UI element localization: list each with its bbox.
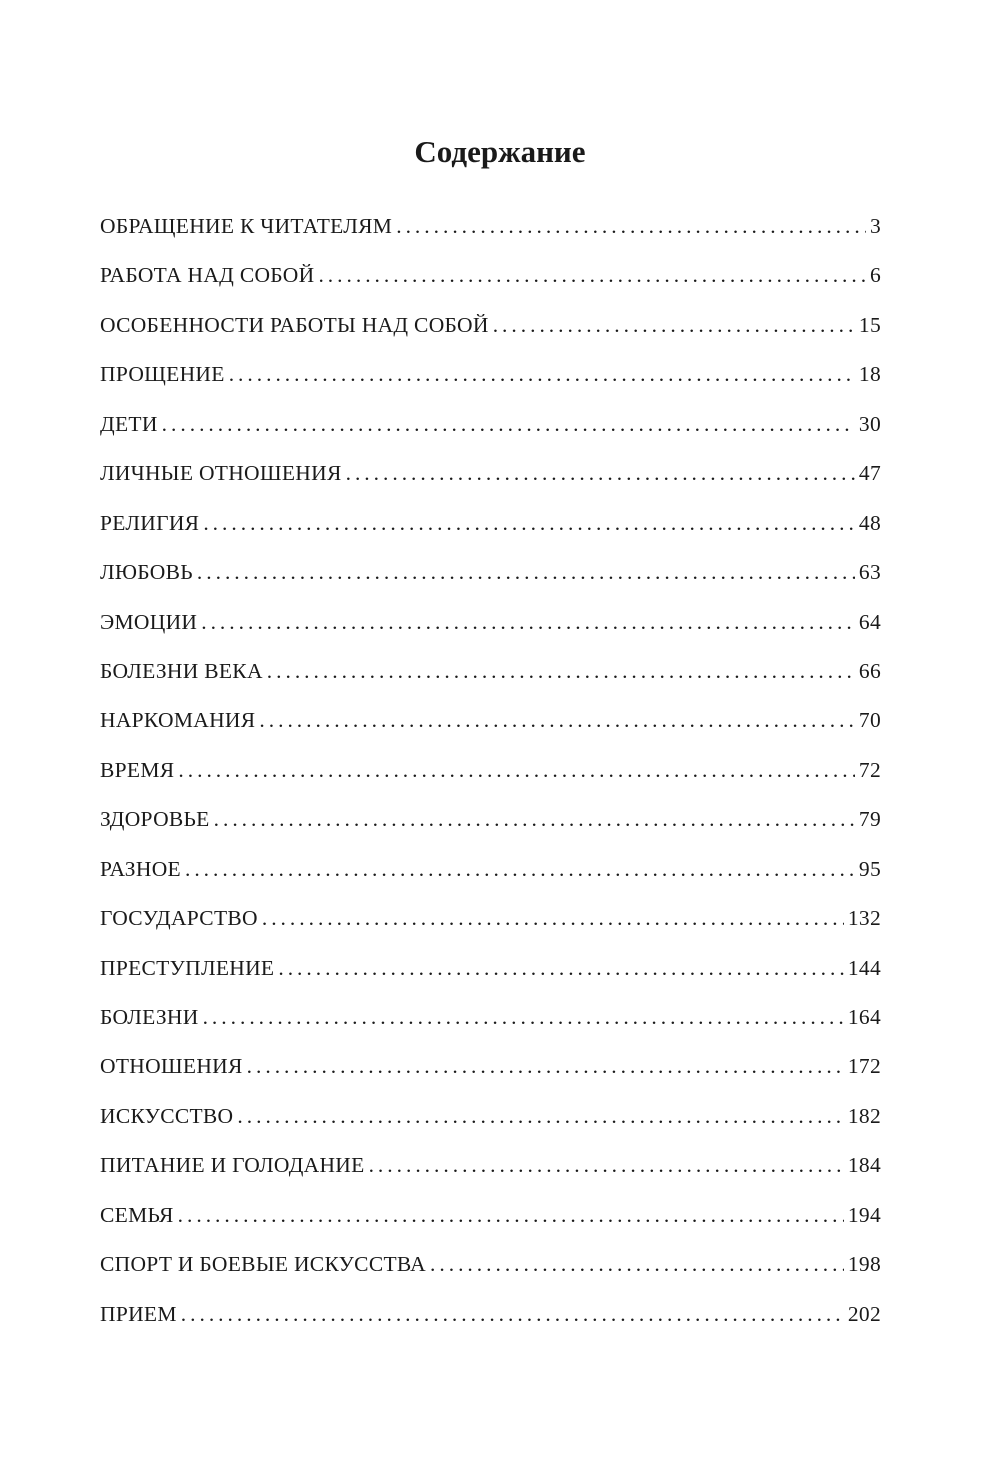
toc-entry-title: СПОРТ И БОЕВЫЕ ИСКУССТВА	[100, 1252, 427, 1277]
toc-entry-title: ЛИЧНЫЕ ОТНОШЕНИЯ	[100, 461, 342, 486]
dot-leader	[203, 511, 855, 536]
dot-leader	[493, 313, 855, 338]
toc-entry-title: ЗДОРОВЬЕ	[100, 807, 210, 832]
toc-entry-title: ПИТАНИЕ И ГОЛОДАНИЕ	[100, 1153, 365, 1178]
toc-entry-page: 30	[858, 411, 881, 436]
toc-entry: ЗДОРОВЬЕ 79	[100, 807, 881, 856]
dot-leader	[162, 412, 855, 437]
toc-entry: РАБОТА НАД СОБОЙ 6	[100, 263, 881, 312]
dot-leader	[203, 1005, 844, 1030]
toc-entry-page: 194	[847, 1202, 881, 1227]
toc-entry-page: 18	[858, 362, 881, 387]
toc-entry-page: 184	[847, 1153, 881, 1178]
toc-entry: СЕМЬЯ 194	[100, 1203, 881, 1252]
toc-entry-page: 172	[847, 1054, 881, 1079]
page-title: Содержание	[414, 134, 586, 169]
toc-entry-page: 66	[858, 658, 881, 683]
toc-entry: ДЕТИ 30	[100, 412, 881, 461]
toc-entry: ОСОБЕННОСТИ РАБОТЫ НАД СОБОЙ 15	[100, 313, 881, 362]
toc-entry: ЛЮБОВЬ 63	[100, 560, 881, 609]
dot-leader	[430, 1252, 844, 1277]
dot-leader	[267, 659, 855, 684]
toc-entry-page: 15	[858, 312, 881, 337]
toc-entry: ЛИЧНЫЕ ОТНОШЕНИЯ 47	[100, 461, 881, 510]
toc-entry-page: 164	[847, 1005, 881, 1029]
toc-entry-title: СЕМЬЯ	[100, 1202, 174, 1227]
toc-entry-title: ПРИЕМ	[100, 1301, 177, 1326]
toc-entry-page: 63	[858, 560, 881, 585]
dot-leader	[201, 610, 855, 635]
toc-entry-title: ДЕТИ	[100, 411, 158, 436]
toc-entry-title: РАЗНОЕ	[100, 856, 181, 881]
toc-entry-title: ОСОБЕННОСТИ РАБОТЫ НАД СОБОЙ	[100, 312, 489, 337]
table-of-contents: ОБРАЩЕНИЕ К ЧИТАТЕЛЯМ3РАБОТА НАД СОБОЙ6О…	[100, 214, 881, 1351]
toc-entry-title: ОБРАЩЕНИЕ К ЧИТАТЕЛЯМ	[100, 214, 393, 238]
toc-entry-page: 48	[858, 510, 881, 535]
toc-entry-title: НАРКОМАНИЯ	[100, 708, 256, 733]
dot-leader	[178, 758, 855, 783]
dot-leader	[396, 214, 866, 239]
dot-leader	[178, 1203, 844, 1228]
toc-entry: ИСКУССТВО 182	[100, 1104, 881, 1153]
dot-leader	[181, 1302, 844, 1327]
toc-entry: СПОРТ И БОЕВЫЕ ИСКУССТВА 198	[100, 1252, 881, 1301]
dot-leader	[185, 857, 855, 882]
toc-entry: БОЛЕЗНИ 164	[100, 1005, 881, 1054]
toc-entry-title: РАБОТА НАД СОБОЙ	[100, 263, 315, 288]
dot-leader	[197, 560, 855, 585]
toc-entry-page: 95	[858, 856, 881, 881]
dot-leader	[237, 1104, 843, 1129]
toc-entry-title: ИСКУССТВО	[100, 1103, 234, 1128]
toc-entry-page: 70	[858, 708, 881, 733]
toc-entry-page: 182	[847, 1103, 881, 1128]
toc-entry: ОТНОШЕНИЯ 172	[100, 1054, 881, 1103]
toc-entry-title: ПРЕСТУПЛЕНИЕ	[100, 955, 275, 980]
toc-entry-title: БОЛЕЗНИ	[100, 1005, 199, 1029]
toc-entry-page: 198	[847, 1252, 881, 1277]
toc-entry-title: ГОСУДАРСТВО	[100, 906, 258, 931]
toc-entry: БОЛЕЗНИ ВЕКА 66	[100, 659, 881, 708]
dot-leader	[229, 362, 855, 387]
toc-entry-page: 202	[847, 1301, 881, 1326]
toc-entry: РЕЛИГИЯ 48	[100, 511, 881, 560]
toc-entry-title: ОТНОШЕНИЯ	[100, 1054, 243, 1079]
toc-entry: ПРИЕМ 202	[100, 1302, 881, 1351]
toc-entry: НАРКОМАНИЯ 70	[100, 708, 881, 757]
toc-entry-page: 144	[847, 955, 881, 980]
dot-leader	[247, 1054, 844, 1079]
toc-entry-title: ЭМОЦИИ	[100, 609, 198, 634]
toc-entry: ОБРАЩЕНИЕ К ЧИТАТЕЛЯМ 3	[100, 214, 881, 263]
toc-entry-page: 79	[858, 807, 881, 832]
toc-entry: ЭМОЦИИ 64	[100, 610, 881, 659]
toc-entry: ГОСУДАРСТВО 132	[100, 906, 881, 955]
toc-entry-page: 132	[847, 906, 881, 931]
dot-leader	[214, 807, 855, 832]
toc-entry: РАЗНОЕ 95	[100, 857, 881, 906]
toc-entry-title: ВРЕМЯ	[100, 757, 175, 782]
dot-leader	[259, 708, 855, 733]
toc-entry-title: ЛЮБОВЬ	[100, 560, 193, 585]
dot-leader	[318, 263, 866, 288]
toc-entry-page: 64	[858, 609, 881, 634]
toc-entry-title: БОЛЕЗНИ ВЕКА	[100, 658, 263, 683]
dot-leader	[262, 906, 844, 931]
dot-leader	[346, 461, 855, 486]
dot-leader	[278, 956, 844, 981]
toc-entry-title: РЕЛИГИЯ	[100, 510, 200, 535]
toc-entry: ПРЕСТУПЛЕНИЕ 144	[100, 956, 881, 1005]
toc-entry: ПИТАНИЕ И ГОЛОДАНИЕ 184	[100, 1153, 881, 1202]
dot-leader	[369, 1153, 844, 1178]
toc-entry: ПРОЩЕНИЕ 18	[100, 362, 881, 411]
toc-entry: ВРЕМЯ 72	[100, 758, 881, 807]
toc-entry-page: 3	[869, 214, 881, 238]
toc-entry-page: 6	[869, 263, 881, 288]
toc-entry-page: 72	[858, 757, 881, 782]
toc-entry-title: ПРОЩЕНИЕ	[100, 362, 225, 387]
toc-entry-page: 47	[858, 461, 881, 486]
